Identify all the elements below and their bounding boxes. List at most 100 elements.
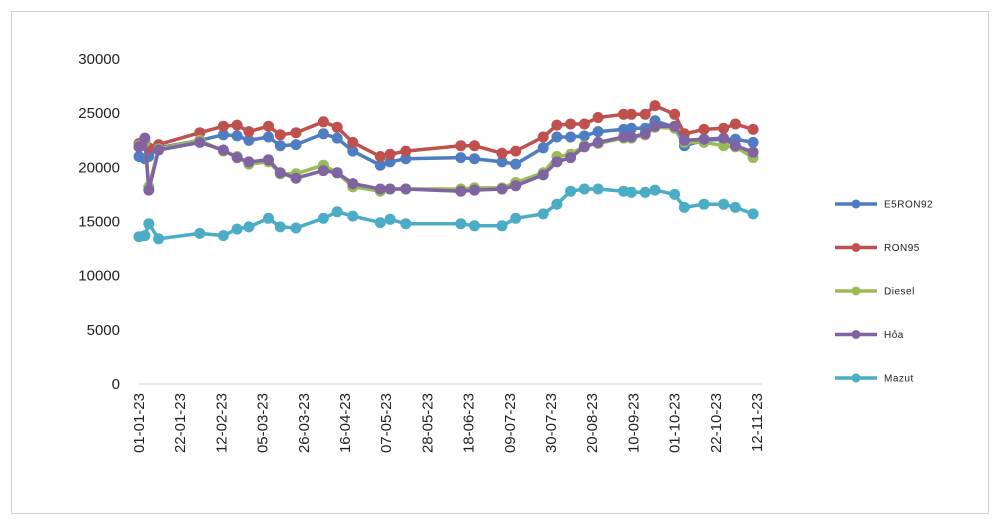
- legend-item: Hỏa: [835, 329, 903, 341]
- x-tick-label: 01-10-23: [667, 393, 684, 453]
- data-point: [747, 136, 759, 148]
- data-point: [510, 158, 522, 170]
- x-tick-label: 20-08-23: [584, 393, 601, 453]
- legend-label: Mazut: [884, 374, 914, 385]
- data-point: [139, 132, 151, 144]
- data-point: [510, 145, 522, 157]
- data-point: [143, 218, 155, 230]
- data-point: [578, 130, 590, 142]
- data-point: [747, 208, 759, 220]
- data-point: [274, 167, 286, 179]
- data-point: [649, 184, 661, 196]
- data-point: [537, 142, 549, 154]
- data-point: [331, 121, 343, 133]
- data-point: [625, 122, 637, 134]
- data-point: [347, 136, 359, 148]
- data-point: [274, 129, 286, 141]
- data-point: [592, 126, 604, 138]
- data-point: [384, 183, 396, 195]
- data-point: [578, 183, 590, 195]
- data-point: [374, 159, 386, 171]
- legend-swatch-marker: [851, 373, 861, 383]
- data-point: [455, 152, 467, 164]
- data-point: [274, 140, 286, 152]
- x-tick-labels: 01-01-23 22-01-23 12-02-23 05-03-23 26-03-23…: [131, 393, 766, 453]
- data-point: [678, 201, 690, 213]
- data-point: [243, 134, 255, 146]
- x-tick-label: 01-01-23: [131, 393, 148, 453]
- data-point: [331, 132, 343, 144]
- data-point: [231, 130, 243, 142]
- data-point: [231, 223, 243, 235]
- data-point: [592, 136, 604, 148]
- x-tick-label: 28-05-23: [419, 393, 436, 453]
- data-point: [133, 141, 145, 153]
- data-point: [290, 127, 302, 139]
- data-point: [153, 233, 165, 245]
- data-point: [347, 210, 359, 222]
- data-point: [729, 201, 741, 213]
- data-point: [718, 122, 730, 134]
- data-point: [669, 188, 681, 200]
- data-point: [565, 118, 577, 130]
- data-point: [592, 112, 604, 123]
- data-point: [317, 212, 329, 224]
- legend-item: Mazut: [835, 373, 914, 385]
- data-point: [400, 183, 412, 195]
- x-tick-label: 22-10-23: [708, 393, 725, 453]
- data-point: [618, 131, 630, 143]
- data-point: [217, 129, 229, 141]
- data-point: [698, 123, 710, 135]
- series-layer: [133, 100, 759, 245]
- data-point: [400, 153, 412, 165]
- data-point: [243, 126, 255, 138]
- x-tick-label: 09-07-23: [502, 393, 519, 453]
- data-point: [290, 222, 302, 234]
- legend-label: E5RON92: [884, 200, 933, 211]
- data-point: [317, 116, 329, 128]
- series-4: [133, 183, 759, 245]
- data-point: [317, 165, 329, 177]
- x-tick-label: 12-02-23: [213, 393, 230, 453]
- data-point: [578, 141, 590, 153]
- data-point: [290, 172, 302, 184]
- y-tick-label: 10000: [78, 268, 120, 285]
- data-point: [143, 184, 155, 196]
- data-point: [649, 100, 661, 112]
- data-point: [400, 145, 412, 157]
- data-point: [639, 108, 651, 120]
- data-point: [698, 198, 710, 210]
- data-point: [217, 144, 229, 156]
- data-point: [231, 119, 243, 131]
- data-point: [639, 128, 651, 140]
- data-point: [565, 185, 577, 197]
- data-point: [625, 131, 637, 143]
- legend: E5RON92 RON95 Diesel Hỏa Mazut: [835, 199, 933, 385]
- data-point: [317, 128, 329, 140]
- legend-swatch-marker: [851, 243, 861, 252]
- x-tick-label: 22-01-23: [172, 393, 189, 453]
- data-point: [551, 119, 563, 131]
- data-point: [263, 131, 274, 143]
- data-point: [669, 120, 681, 132]
- data-point: [231, 152, 243, 164]
- data-point: [537, 131, 549, 143]
- data-point: [384, 156, 396, 168]
- data-point: [565, 152, 577, 164]
- data-point: [698, 133, 710, 145]
- data-point: [263, 120, 274, 132]
- data-point: [139, 230, 151, 242]
- data-point: [639, 186, 651, 198]
- data-point: [578, 118, 590, 130]
- data-point: [469, 153, 480, 165]
- series-line: [137, 187, 755, 241]
- legend-label: Diesel: [884, 287, 915, 298]
- data-point: [194, 127, 206, 139]
- data-point: [455, 218, 467, 230]
- data-point: [331, 167, 343, 179]
- data-point: [469, 220, 480, 232]
- data-point: [384, 148, 396, 160]
- data-point: [243, 156, 255, 168]
- data-point: [194, 136, 206, 148]
- data-point: [551, 198, 563, 210]
